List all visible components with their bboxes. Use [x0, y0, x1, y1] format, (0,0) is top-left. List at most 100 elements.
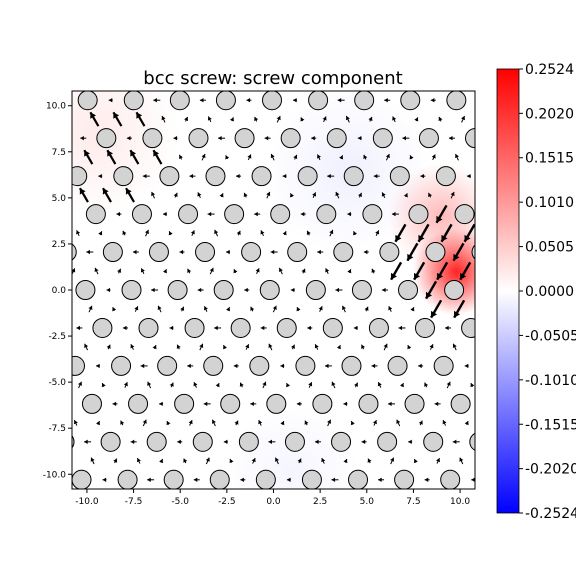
- arrow-head: [414, 272, 421, 280]
- arrow-head: [203, 401, 208, 407]
- arrow-head: [188, 420, 193, 425]
- arrow-head: [307, 325, 311, 331]
- arrow-head: [142, 419, 147, 424]
- atom-circle: [203, 355, 224, 376]
- atom-circle: [167, 280, 188, 300]
- arrow-head: [226, 249, 230, 255]
- arrow-head: [130, 344, 135, 349]
- arrow-head: [327, 419, 332, 424]
- atom-circle: [322, 317, 343, 338]
- atom-circle: [284, 431, 305, 452]
- atom-circle: [131, 204, 152, 225]
- arrow-head: [264, 136, 269, 141]
- arrow-head: [371, 268, 376, 273]
- atom-circle: [205, 166, 226, 187]
- atom-circle: [368, 317, 389, 338]
- arrow-head: [179, 154, 183, 160]
- arrow-head: [126, 136, 131, 141]
- y-tick-label: -10.0: [43, 470, 67, 480]
- atom-circle: [287, 242, 308, 263]
- atom-circle: [301, 469, 322, 489]
- arrow-head: [152, 345, 157, 350]
- colorbar-tick-label: -0.1010: [525, 373, 576, 389]
- arrow-head: [373, 173, 378, 179]
- atom-circle: [224, 204, 245, 225]
- arrow-head: [403, 193, 408, 198]
- atom-circle: [312, 393, 333, 414]
- arrow-head: [388, 306, 393, 311]
- arrow-head: [76, 325, 80, 331]
- arrow-head: [275, 457, 279, 462]
- atom-circle: [72, 355, 85, 376]
- y-tick-label: -2.5: [48, 332, 66, 342]
- arrow-head: [409, 155, 414, 160]
- atom-circle: [169, 91, 190, 111]
- arrow-head: [280, 421, 285, 426]
- arrow-head: [446, 381, 451, 386]
- arrow-head: [270, 153, 275, 159]
- arrow-head: [441, 234, 448, 242]
- arrow-head: [378, 477, 382, 482]
- atom-circle: [465, 128, 475, 149]
- arrow-head: [418, 234, 425, 242]
- atom-circle: [398, 280, 419, 300]
- colorbar-tick-label: 0.0000: [525, 284, 574, 300]
- atom-circle: [423, 431, 444, 452]
- arrow-head: [318, 306, 323, 311]
- atom-circle: [102, 242, 123, 263]
- arrow-head: [223, 439, 228, 444]
- y-tick-label: -7.5: [48, 424, 66, 434]
- arrow-head: [207, 211, 212, 217]
- arrow-head: [84, 343, 89, 348]
- arrow-head: [437, 272, 444, 280]
- arrow-head: [159, 458, 164, 464]
- arrow-head: [424, 477, 429, 482]
- arrow-head: [392, 116, 397, 121]
- atom-circle: [280, 128, 301, 149]
- atom-circle: [408, 204, 429, 225]
- colorbar-tick-label: 0.2020: [525, 106, 574, 122]
- atom-circle: [454, 204, 475, 225]
- arrow-head: [179, 249, 184, 255]
- atom-circle: [262, 91, 283, 111]
- x-tick-label: 10.0: [450, 497, 470, 507]
- atom-circle: [446, 91, 467, 111]
- field-hotspot: [225, 403, 360, 489]
- colorbar-tick-label: 0.2524: [525, 62, 574, 78]
- arrow-head: [335, 287, 339, 293]
- atom-circle: [72, 469, 92, 489]
- arrow-head: [130, 150, 137, 157]
- arrow-head: [407, 345, 412, 350]
- arrow-head: [80, 136, 84, 141]
- arrow-head: [339, 155, 344, 160]
- arrow-head: [199, 98, 204, 103]
- arrow-head: [197, 287, 202, 293]
- arrow-head: [396, 419, 401, 424]
- arrow-head: [408, 439, 412, 444]
- atom-circle: [72, 435, 75, 449]
- arrow-head: [101, 383, 106, 388]
- atom-layer: [72, 91, 475, 489]
- arrow-head: [190, 230, 195, 235]
- atom-circle: [111, 355, 132, 376]
- y-tick-label: 0.0: [52, 286, 67, 296]
- arrow-head: [336, 345, 341, 350]
- arrow-head: [246, 98, 251, 103]
- arrow-head: [350, 421, 355, 426]
- arrow-head: [390, 457, 395, 462]
- colorbar-tick-label: 0.1010: [525, 195, 574, 211]
- arrow-head: [262, 381, 267, 386]
- arrow-head: [384, 98, 388, 103]
- arrow-head: [286, 477, 291, 482]
- atom-circle: [128, 393, 149, 414]
- arrow-head: [245, 344, 250, 349]
- x-tick-label: -5.0: [171, 497, 189, 507]
- colorbar: [496, 68, 520, 514]
- arrow-head: [102, 188, 109, 195]
- arrow-head: [260, 230, 265, 235]
- atom-circle: [341, 355, 362, 376]
- arrow-head: [136, 458, 141, 463]
- arrow-head: [98, 173, 102, 179]
- arrow-head: [90, 112, 97, 119]
